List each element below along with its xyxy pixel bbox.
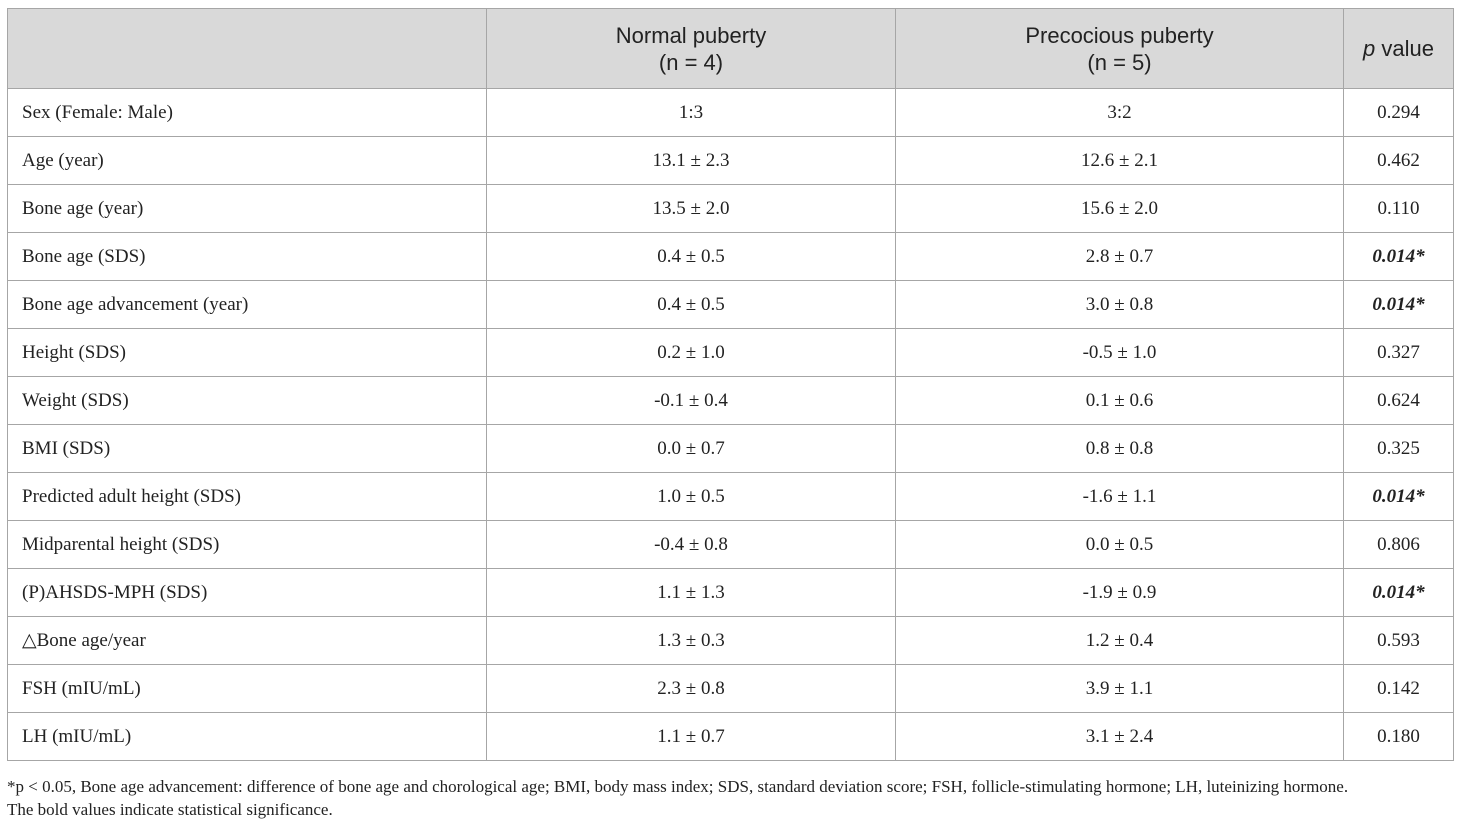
table-row: Bone age (year) 13.5 ± 2.0 15.6 ± 2.0 0.110 bbox=[7, 184, 1454, 233]
precocious-puberty-value: 3:2 bbox=[895, 88, 1344, 137]
footnote-line-1: *p < 0.05, Bone age advancement: differe… bbox=[7, 777, 1349, 796]
row-label: Sex (Female: Male) bbox=[7, 88, 487, 137]
row-label: Predicted adult height (SDS) bbox=[7, 472, 487, 521]
table-row: Predicted adult height (SDS) 1.0 ± 0.5 -1.… bbox=[7, 472, 1454, 521]
row-label: △Bone age/year bbox=[7, 616, 487, 665]
row-label: LH (mIU/mL) bbox=[7, 712, 487, 761]
p-value: 0.624 bbox=[1343, 376, 1454, 425]
table-row: Weight (SDS) -0.1 ± 0.4 0.1 ± 0.6 0.624 bbox=[7, 376, 1454, 425]
table-header: Normal puberty (n = 4) Precocious pubert… bbox=[7, 8, 1454, 89]
normal-puberty-value: 0.4 ± 0.5 bbox=[486, 280, 896, 329]
header-normal-title: Normal puberty bbox=[615, 22, 767, 48]
table-row: BMI (SDS) 0.0 ± 0.7 0.8 ± 0.8 0.325 bbox=[7, 424, 1454, 473]
normal-puberty-value: 0.4 ± 0.5 bbox=[486, 232, 896, 281]
header-row: Normal puberty (n = 4) Precocious pubert… bbox=[7, 8, 1454, 89]
normal-puberty-value: -0.4 ± 0.8 bbox=[486, 520, 896, 569]
p-value: 0.294 bbox=[1343, 88, 1454, 137]
precocious-puberty-value: 15.6 ± 2.0 bbox=[895, 184, 1344, 233]
row-label: FSH (mIU/mL) bbox=[7, 664, 487, 713]
table-row: LH (mIU/mL) 1.1 ± 0.7 3.1 ± 2.4 0.180 bbox=[7, 712, 1454, 761]
precocious-puberty-value: 0.1 ± 0.6 bbox=[895, 376, 1344, 425]
normal-puberty-value: 1.0 ± 0.5 bbox=[486, 472, 896, 521]
table-row: Age (year) 13.1 ± 2.3 12.6 ± 2.1 0.462 bbox=[7, 136, 1454, 185]
p-value: 0.014* bbox=[1343, 232, 1454, 281]
table-row: Midparental height (SDS) -0.4 ± 0.8 0.0 ± … bbox=[7, 520, 1454, 569]
header-variable bbox=[7, 8, 487, 89]
header-precocious-title: Precocious puberty bbox=[1025, 22, 1214, 48]
header-p-value: p value bbox=[1343, 8, 1454, 89]
p-value: 0.462 bbox=[1343, 136, 1454, 185]
table-row: Sex (Female: Male) 1:3 3:2 0.294 bbox=[7, 88, 1454, 137]
table-row: Height (SDS) 0.2 ± 1.0 -0.5 ± 1.0 0.327 bbox=[7, 328, 1454, 377]
table-row: Bone age (SDS) 0.4 ± 0.5 2.8 ± 0.7 0.014* bbox=[7, 232, 1454, 281]
precocious-puberty-value: 3.0 ± 0.8 bbox=[895, 280, 1344, 329]
row-label: Height (SDS) bbox=[7, 328, 487, 377]
header-p-letter: p bbox=[1363, 36, 1376, 61]
normal-puberty-value: 0.0 ± 0.7 bbox=[486, 424, 896, 473]
p-value: 0.014* bbox=[1343, 472, 1454, 521]
row-label: Age (year) bbox=[7, 136, 487, 185]
p-value: 0.142 bbox=[1343, 664, 1454, 713]
table-row: (P)AHSDS-MPH (SDS) 1.1 ± 1.3 -1.9 ± 0.9 0.0… bbox=[7, 568, 1454, 617]
precocious-puberty-value: 3.1 ± 2.4 bbox=[895, 712, 1344, 761]
row-label: Bone age (SDS) bbox=[7, 232, 487, 281]
normal-puberty-value: 1:3 bbox=[486, 88, 896, 137]
p-value: 0.110 bbox=[1343, 184, 1454, 233]
row-label: Bone age (year) bbox=[7, 184, 487, 233]
p-value: 0.014* bbox=[1343, 568, 1454, 617]
footnote-line-2: The bold values indicate statistical sig… bbox=[7, 800, 333, 819]
header-p-rest: value bbox=[1375, 36, 1434, 61]
normal-puberty-value: -0.1 ± 0.4 bbox=[486, 376, 896, 425]
precocious-puberty-value: 2.8 ± 0.7 bbox=[895, 232, 1344, 281]
row-label: Weight (SDS) bbox=[7, 376, 487, 425]
normal-puberty-value: 0.2 ± 1.0 bbox=[486, 328, 896, 377]
precocious-puberty-value: 3.9 ± 1.1 bbox=[895, 664, 1344, 713]
precocious-puberty-value: 1.2 ± 0.4 bbox=[895, 616, 1344, 665]
table-body: Sex (Female: Male) 1:3 3:2 0.294 Age (year) 1… bbox=[7, 88, 1454, 761]
p-value: 0.014* bbox=[1343, 280, 1454, 329]
row-label: Midparental height (SDS) bbox=[7, 520, 487, 569]
header-precocious-puberty: Precocious puberty (n = 5) bbox=[895, 8, 1344, 89]
table-row: FSH (mIU/mL) 2.3 ± 0.8 3.9 ± 1.1 0.142 bbox=[7, 664, 1454, 713]
p-value: 0.806 bbox=[1343, 520, 1454, 569]
header-normal-n: (n = 4) bbox=[658, 49, 724, 75]
normal-puberty-value: 13.5 ± 2.0 bbox=[486, 184, 896, 233]
precocious-puberty-value: 12.6 ± 2.1 bbox=[895, 136, 1344, 185]
row-label: (P)AHSDS-MPH (SDS) bbox=[7, 568, 487, 617]
table-row: Bone age advancement (year) 0.4 ± 0.5 3.0 … bbox=[7, 280, 1454, 329]
p-value: 0.325 bbox=[1343, 424, 1454, 473]
normal-puberty-value: 1.1 ± 0.7 bbox=[486, 712, 896, 761]
p-value: 0.327 bbox=[1343, 328, 1454, 377]
table-footnote: *p < 0.05, Bone age advancement: differe… bbox=[7, 775, 1459, 821]
p-value: 0.180 bbox=[1343, 712, 1454, 761]
header-precocious-n: (n = 5) bbox=[1087, 49, 1152, 75]
precocious-puberty-value: 0.0 ± 0.5 bbox=[895, 520, 1344, 569]
table-row: △Bone age/year 1.3 ± 0.3 1.2 ± 0.4 0.593 bbox=[7, 616, 1454, 665]
row-label: Bone age advancement (year) bbox=[7, 280, 487, 329]
normal-puberty-value: 13.1 ± 2.3 bbox=[486, 136, 896, 185]
precocious-puberty-value: -1.9 ± 0.9 bbox=[895, 568, 1344, 617]
puberty-comparison-table: Normal puberty (n = 4) Precocious pubert… bbox=[7, 8, 1454, 761]
normal-puberty-value: 1.3 ± 0.3 bbox=[486, 616, 896, 665]
precocious-puberty-value: -1.6 ± 1.1 bbox=[895, 472, 1344, 521]
normal-puberty-value: 2.3 ± 0.8 bbox=[486, 664, 896, 713]
precocious-puberty-value: 0.8 ± 0.8 bbox=[895, 424, 1344, 473]
data-table-container: Normal puberty (n = 4) Precocious pubert… bbox=[7, 8, 1454, 761]
row-label: BMI (SDS) bbox=[7, 424, 487, 473]
precocious-puberty-value: -0.5 ± 1.0 bbox=[895, 328, 1344, 377]
p-value: 0.593 bbox=[1343, 616, 1454, 665]
normal-puberty-value: 1.1 ± 1.3 bbox=[486, 568, 896, 617]
header-normal-puberty: Normal puberty (n = 4) bbox=[486, 8, 896, 89]
